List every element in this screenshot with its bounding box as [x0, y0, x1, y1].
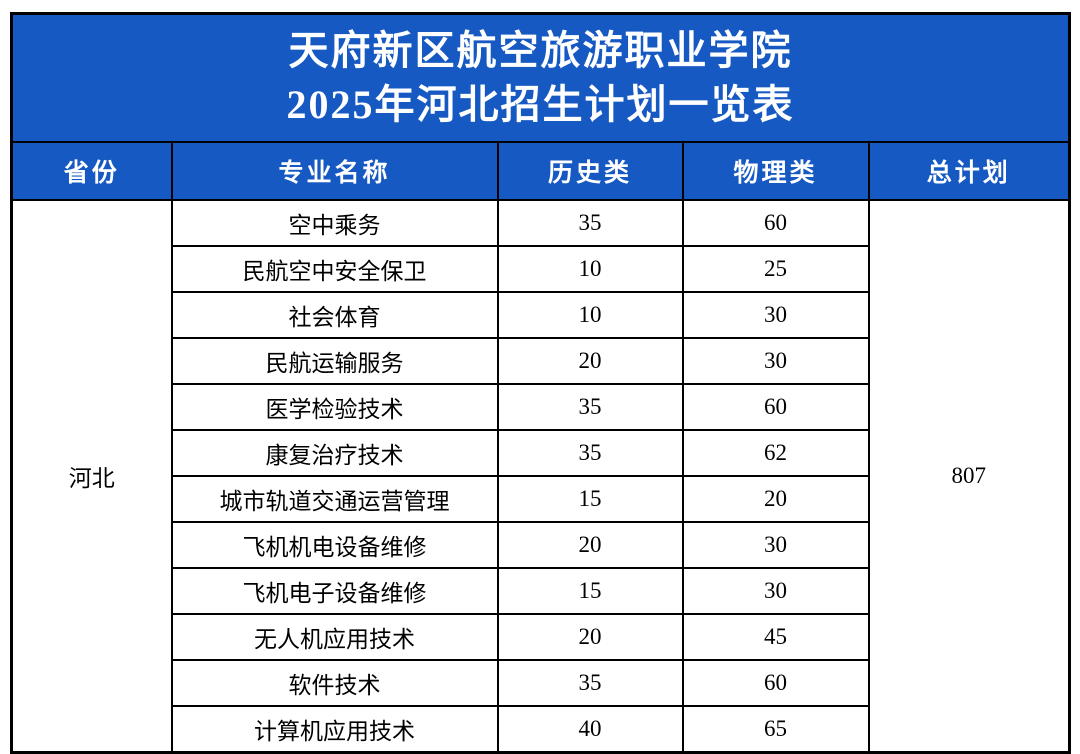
physics-cell: 60 [681, 383, 870, 431]
major-cell: 民航空中安全保卫 [170, 245, 499, 293]
history-cell: 15 [496, 475, 684, 523]
table-row: 康复治疗技术 35 62 [12, 429, 1070, 477]
table-row: 飞机机电设备维修 20 30 [12, 521, 1070, 569]
major-cell: 软件技术 [170, 659, 499, 707]
physics-cell: 45 [681, 613, 870, 661]
major-cell: 飞机电子设备维修 [170, 567, 499, 615]
table-row: 民航空中安全保卫 10 25 [12, 245, 1070, 293]
physics-cell: 30 [681, 337, 870, 385]
major-cell: 计算机应用技术 [170, 705, 499, 754]
history-cell: 35 [496, 383, 684, 431]
physics-cell: 25 [681, 245, 870, 293]
history-cell: 40 [496, 705, 684, 754]
major-cell: 空中乘务 [170, 199, 499, 247]
physics-cell: 60 [681, 659, 870, 707]
header-major: 专业名称 [170, 141, 499, 201]
physics-cell: 62 [681, 429, 870, 477]
table-row: 飞机电子设备维修 15 30 [12, 567, 1070, 615]
title-row: 天府新区航空旅游职业学院 2025年河北招生计划一览表 [10, 12, 1071, 143]
header-total: 总计划 [867, 141, 1071, 201]
table-title: 天府新区航空旅游职业学院 2025年河北招生计划一览表 [10, 12, 1071, 143]
physics-cell: 30 [681, 567, 870, 615]
major-cell: 民航运输服务 [170, 337, 499, 385]
header-physics: 物理类 [681, 141, 870, 201]
physics-cell: 20 [681, 475, 870, 523]
table-row: 社会体育 10 30 [12, 291, 1070, 339]
table-row: 河北 空中乘务 35 60 807 [10, 199, 1071, 754]
header-history: 历史类 [496, 141, 684, 201]
header-province: 省份 [10, 141, 173, 201]
history-cell: 10 [496, 291, 684, 339]
history-cell: 10 [496, 245, 684, 293]
history-cell: 35 [496, 659, 684, 707]
major-cell: 社会体育 [170, 291, 499, 339]
history-cell: 20 [496, 521, 684, 569]
enrollment-plan-table-wrapper: 天府新区航空旅游职业学院 2025年河北招生计划一览表 省份 专业名称 历史类 … [10, 12, 1072, 754]
physics-cell: 30 [681, 291, 870, 339]
total-plan-cell: 807 [867, 199, 1071, 754]
history-cell: 20 [496, 337, 684, 385]
header-row: 省份 专业名称 历史类 物理类 总计划 [10, 141, 1071, 201]
enrollment-plan-table: 天府新区航空旅游职业学院 2025年河北招生计划一览表 省份 专业名称 历史类 … [10, 12, 1072, 754]
table-row: 民航运输服务 20 30 [12, 337, 1070, 385]
province-cell: 河北 [10, 199, 173, 754]
major-cell: 城市轨道交通运营管理 [170, 475, 499, 523]
history-cell: 35 [496, 429, 684, 477]
title-line-1: 天府新区航空旅游职业学院 [288, 28, 793, 74]
history-cell: 15 [496, 567, 684, 615]
major-cell: 医学检验技术 [170, 383, 499, 431]
table-row: 软件技术 35 60 [12, 659, 1070, 707]
history-cell: 20 [496, 613, 684, 661]
title-line-2: 2025年河北招生计划一览表 [286, 82, 795, 127]
table-row: 无人机应用技术 20 45 [12, 613, 1070, 661]
physics-cell: 60 [681, 199, 870, 247]
major-cell: 无人机应用技术 [170, 613, 499, 661]
physics-cell: 30 [681, 521, 870, 569]
table-row: 城市轨道交通运营管理 15 20 [12, 475, 1070, 523]
major-cell: 康复治疗技术 [170, 429, 499, 477]
history-cell: 35 [496, 199, 684, 247]
major-cell: 飞机机电设备维修 [170, 521, 499, 569]
table-row: 医学检验技术 35 60 [12, 383, 1070, 431]
physics-cell: 65 [681, 705, 870, 754]
